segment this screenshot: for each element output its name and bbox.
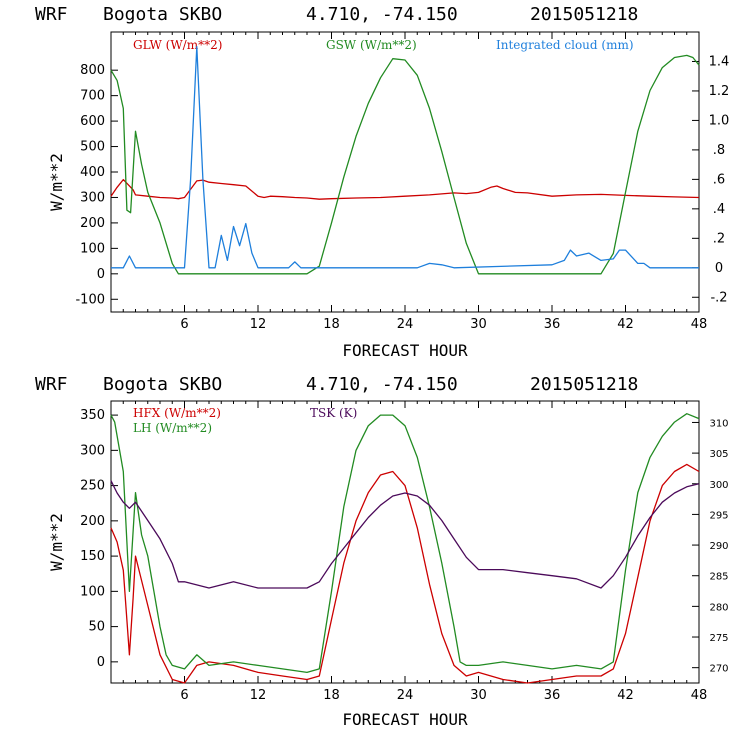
y2-tick-label: 295 bbox=[709, 510, 728, 521]
y2-tick-label: 275 bbox=[709, 633, 728, 644]
series-line-tsk bbox=[110, 480, 700, 589]
plot-frame bbox=[110, 31, 700, 313]
y2-tick-label: 290 bbox=[709, 541, 728, 552]
y-tick-label: 250 bbox=[80, 479, 105, 494]
header-station: Bogota SKBO bbox=[103, 4, 222, 25]
series-group bbox=[110, 413, 700, 684]
legend-tsk: TSK (K) bbox=[310, 406, 357, 420]
y-tick-label: 200 bbox=[80, 514, 105, 529]
x-tick-label: 24 bbox=[397, 317, 414, 332]
y-tick-label: 300 bbox=[80, 443, 105, 458]
x-tick-label: 30 bbox=[470, 688, 487, 703]
legend-hfx: HFX (W/m**2) bbox=[133, 406, 221, 420]
x-tick-label: 42 bbox=[617, 688, 634, 703]
y-axis-label: W/m**2 bbox=[47, 153, 66, 211]
y2-tick-label: 1.0 bbox=[709, 113, 730, 128]
x-tick-label: 36 bbox=[544, 317, 561, 332]
y2-tick-label: .8 bbox=[713, 143, 725, 158]
series-line-integrated bbox=[111, 46, 699, 269]
x-axis-label: FORECAST HOUR bbox=[342, 710, 468, 729]
x-tick-label: 24 bbox=[397, 688, 414, 703]
header-run: 2015051218 bbox=[530, 374, 638, 395]
y-tick-label: 350 bbox=[80, 408, 105, 423]
x-tick-label: 18 bbox=[323, 688, 340, 703]
y-tick-label: 100 bbox=[80, 241, 105, 256]
y2-tick-label: 1.2 bbox=[709, 84, 730, 99]
x-tick-label: 48 bbox=[691, 317, 708, 332]
y-tick-label: 300 bbox=[80, 190, 105, 205]
y-axis-label: W/m**2 bbox=[47, 513, 66, 571]
y-tick-label: 0 bbox=[97, 655, 105, 670]
axis-ticks: 6 12 18 24 30 36 42 48 800 700 600 500 400 300 200 100 0… bbox=[75, 32, 729, 332]
y-tick-label: 800 bbox=[80, 63, 105, 78]
y-tick-label: 0 bbox=[97, 267, 105, 282]
y2-tick-label: 310 bbox=[709, 418, 728, 429]
x-tick-label: 36 bbox=[544, 688, 561, 703]
x-tick-label: 6 bbox=[180, 688, 188, 703]
y-tick-label: 100 bbox=[80, 584, 105, 599]
header-run: 2015051218 bbox=[530, 4, 638, 25]
y2-tick-label: 280 bbox=[709, 602, 728, 613]
y-tick-label: 700 bbox=[80, 89, 105, 104]
series-line-hfx bbox=[110, 463, 700, 684]
y-tick-label: 500 bbox=[80, 140, 105, 155]
header-coords: 4.710, -74.150 bbox=[306, 4, 458, 25]
series-line-gsw bbox=[110, 54, 700, 275]
y2-tick-label: -.2 bbox=[710, 290, 727, 305]
axis-ticks: 6 12 18 24 30 36 42 48 350 300 250 200 150 100 50 0 310 3… bbox=[80, 401, 729, 703]
y2-tick-label: .4 bbox=[713, 202, 725, 217]
y-tick-label: 600 bbox=[80, 114, 105, 129]
header-model: WRF bbox=[35, 374, 68, 395]
series-line-glw bbox=[110, 178, 700, 200]
chart-panel-radiation: WRF Bogota SKBO 4.710, -74.150 201505121… bbox=[35, 4, 729, 360]
legend-glw: GLW (W/m**2) bbox=[133, 38, 222, 52]
y2-tick-label: 0 bbox=[715, 261, 723, 276]
y-tick-label: 400 bbox=[80, 165, 105, 180]
y2-tick-label: 270 bbox=[709, 664, 728, 675]
series-group bbox=[110, 46, 700, 275]
y-tick-label: -100 bbox=[75, 292, 105, 307]
y-tick-label: 150 bbox=[80, 549, 105, 564]
header-model: WRF bbox=[35, 4, 68, 25]
legend-lh: LH (W/m**2) bbox=[133, 421, 212, 435]
series-line-lh bbox=[110, 413, 700, 674]
y2-tick-label: .2 bbox=[713, 231, 725, 246]
x-tick-label: 30 bbox=[470, 317, 487, 332]
y2-tick-label: 285 bbox=[709, 572, 728, 583]
legend-gsw: GSW (W/m**2) bbox=[326, 38, 417, 52]
y-tick-label: 200 bbox=[80, 216, 105, 231]
y2-tick-label: .6 bbox=[713, 172, 725, 187]
x-tick-label: 48 bbox=[691, 688, 708, 703]
x-tick-label: 42 bbox=[617, 317, 634, 332]
header-station: Bogota SKBO bbox=[103, 374, 222, 395]
x-tick-label: 6 bbox=[180, 317, 188, 332]
legend-integrated-cloud: Integrated cloud (mm) bbox=[496, 38, 634, 52]
header-coords: 4.710, -74.150 bbox=[306, 374, 458, 395]
y2-tick-label: 300 bbox=[709, 480, 728, 491]
plot-frame bbox=[110, 400, 700, 684]
x-tick-label: 12 bbox=[250, 688, 267, 703]
x-tick-label: 18 bbox=[323, 317, 340, 332]
y-tick-label: 50 bbox=[88, 620, 105, 635]
x-tick-label: 12 bbox=[250, 317, 267, 332]
x-axis-label: FORECAST HOUR bbox=[342, 341, 468, 360]
y2-tick-label: 305 bbox=[709, 449, 728, 460]
chart-panel-fluxes: WRF Bogota SKBO 4.710, -74.150 201505121… bbox=[35, 374, 729, 729]
y2-tick-label: 1.4 bbox=[709, 54, 730, 69]
